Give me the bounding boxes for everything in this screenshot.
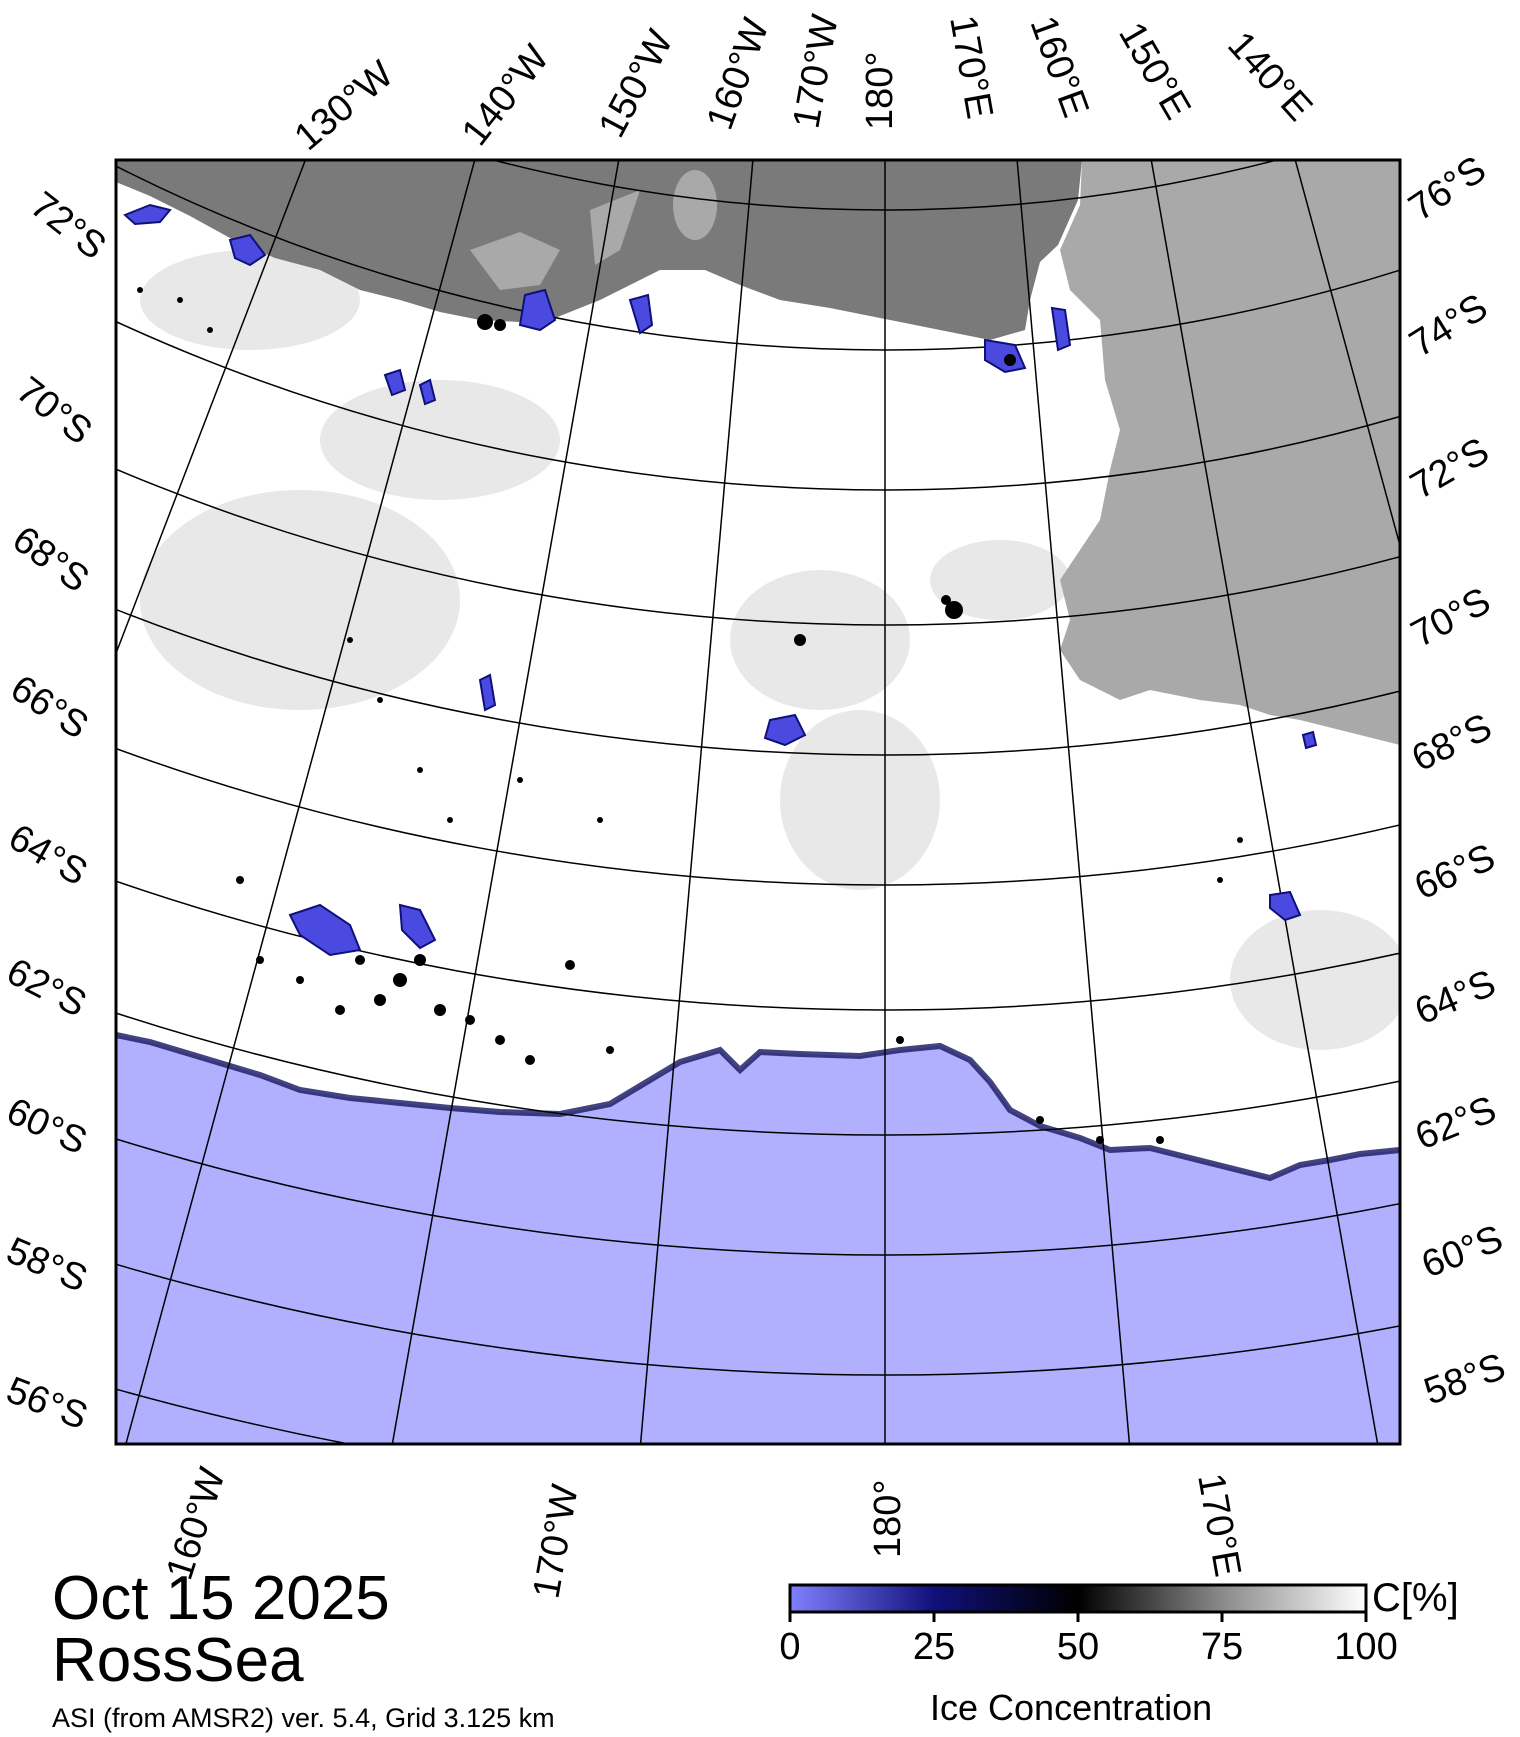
left-latitude-labels: 72°S 70°S 68°S 66°S 64°S 62°S 60°S 58°S … — [0, 184, 114, 1438]
lon-label-top: 150°E — [1110, 16, 1198, 127]
colorbar-ticks — [788, 1612, 1368, 1622]
meridian-line — [639, 160, 754, 1444]
right-latitude-labels: 76°S 74°S 72°S 70°S 68°S 66°S 64°S 62°S … — [1402, 148, 1511, 1413]
colorbar-tick-label: 25 — [912, 1626, 956, 1668]
colorbar-gradient — [788, 1583, 1368, 1614]
lon-label-top: 180° — [859, 51, 901, 130]
lat-label-right: 66°S — [1409, 836, 1502, 908]
lat-label-right: 60°S — [1416, 1218, 1508, 1287]
lon-label-top: 160°W — [699, 13, 778, 135]
meridian-line — [391, 160, 620, 1444]
meridian-line — [116, 160, 307, 656]
meridian-line — [1294, 160, 1400, 549]
top-longitude-labels: 130°W 140°W 150°W 160°W 170°W 180° 170°E… — [287, 11, 1320, 159]
lat-label-left: 62°S — [0, 951, 93, 1026]
lat-label-right: 72°S — [1404, 430, 1497, 508]
lat-label-left: 60°S — [0, 1090, 93, 1163]
lat-label-right: 74°S — [1403, 286, 1495, 366]
lat-label-left: 56°S — [1, 1369, 93, 1438]
lon-label-bottom: 170°W — [526, 1481, 587, 1601]
lon-label-top: 140°E — [1219, 24, 1320, 129]
lon-label-top: 170°E — [941, 12, 1000, 122]
lon-label-bottom: 170°E — [1189, 1470, 1248, 1580]
lon-label-top: 170°W — [786, 11, 847, 131]
lon-label-bottom: 180° — [867, 1479, 909, 1558]
lat-label-left: 68°S — [5, 518, 97, 601]
lon-label-top: 140°W — [454, 37, 558, 153]
lat-label-right: 64°S — [1409, 962, 1502, 1033]
lon-label-top: 150°W — [591, 23, 682, 144]
meridian-line — [1150, 160, 1379, 1444]
open-water — [116, 1035, 1400, 1444]
lon-label-top: 160°E — [1022, 11, 1097, 123]
lat-label-left: 66°S — [3, 667, 95, 747]
dark-speckles — [137, 287, 1243, 1144]
colorbar-tick-label: 75 — [1200, 1626, 1244, 1668]
colorbar-tick-label: 100 — [1334, 1626, 1398, 1668]
colorbar-unit: C[%] — [1372, 1576, 1459, 1620]
ice-edge — [116, 1032, 1400, 1182]
shelf-patches — [470, 170, 717, 290]
colorbar-tick-label: 50 — [1056, 1626, 1100, 1668]
colorbar-title: Ice Concentration — [930, 1687, 1213, 1728]
lat-label-left: 72°S — [22, 184, 113, 268]
lat-label-right: 68°S — [1406, 706, 1499, 780]
ice-texture — [140, 250, 1400, 1050]
lon-label-top: 130°W — [287, 53, 402, 159]
data-source-note: ASI (from AMSR2) ver. 5.4, Grid 3.125 km — [52, 1703, 555, 1733]
longitude-lines — [116, 160, 1400, 1444]
map-date: Oct 15 2025 — [52, 1564, 390, 1633]
low-concentration-patches — [123, 203, 1318, 957]
lat-label-right: 62°S — [1410, 1088, 1503, 1158]
map-region: RossSea — [52, 1626, 304, 1695]
lat-label-left: 58°S — [0, 1230, 93, 1301]
lat-label-right: 76°S — [1402, 148, 1494, 229]
meridian-line — [125, 160, 476, 1444]
lat-label-left: 70°S — [8, 369, 99, 453]
lat-label-right: 70°S — [1405, 580, 1498, 656]
map-frame — [114, 158, 1402, 1446]
lat-label-left: 64°S — [2, 816, 95, 894]
meridian-line — [1016, 160, 1131, 1444]
colorbar-tick-label: 0 — [779, 1626, 801, 1668]
lat-label-right: 58°S — [1419, 1346, 1511, 1414]
ice-shelf — [116, 160, 1400, 745]
